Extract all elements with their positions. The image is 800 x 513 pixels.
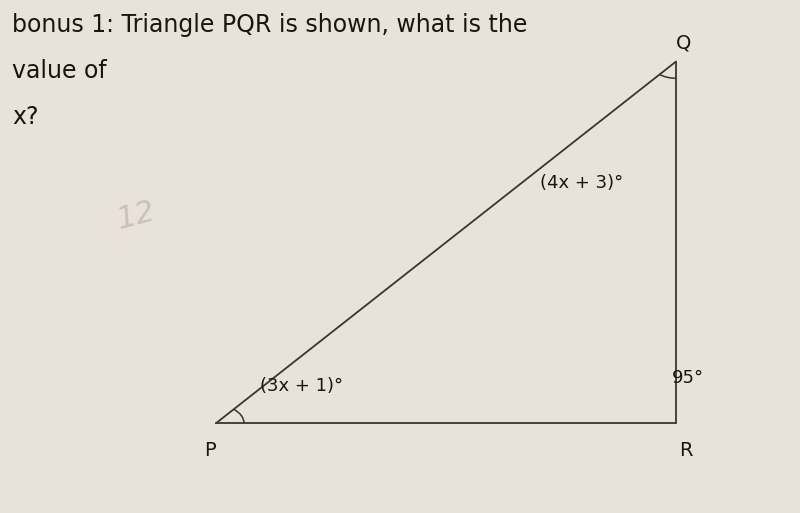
Text: value of: value of (12, 59, 106, 83)
Text: R: R (679, 441, 692, 460)
Text: 12: 12 (114, 196, 158, 234)
Text: bonus 1: Triangle PQR is shown, what is the: bonus 1: Triangle PQR is shown, what is … (12, 13, 527, 37)
Text: Q: Q (676, 33, 692, 52)
Text: 95°: 95° (672, 369, 704, 387)
Text: (3x + 1)°: (3x + 1)° (260, 377, 343, 395)
Text: x?: x? (12, 105, 38, 129)
Text: P: P (204, 441, 215, 460)
Text: (4x + 3)°: (4x + 3)° (540, 174, 623, 192)
